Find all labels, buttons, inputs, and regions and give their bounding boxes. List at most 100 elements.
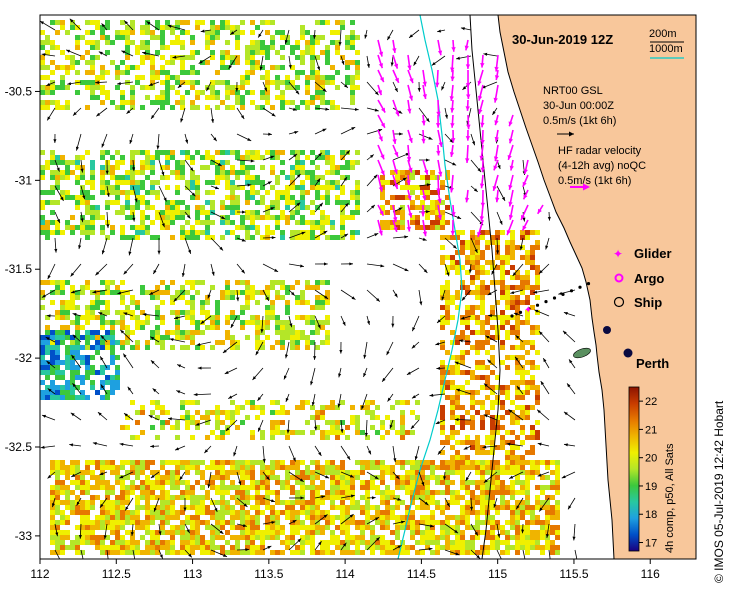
sst-pixel [65, 280, 70, 285]
sst-pixel [95, 345, 100, 350]
model-arrow [262, 107, 276, 117]
sst-pixel [115, 165, 120, 170]
radar-arrow [477, 84, 484, 101]
sst-pixel [305, 155, 310, 160]
model-arrow [436, 366, 446, 370]
sst-pixel [155, 285, 160, 290]
sst-pixel [45, 365, 50, 370]
sst-pixel [480, 280, 485, 285]
sst-pixel [350, 75, 355, 80]
sst-pixel [385, 500, 390, 505]
sst-pixel [225, 215, 230, 220]
sst-pixel [50, 40, 55, 45]
sst-pixel [325, 545, 330, 550]
sst-pixel [500, 550, 505, 555]
sst-pixel [500, 295, 505, 300]
sst-pixel [215, 525, 220, 530]
model-arrow [392, 263, 409, 272]
sst-pixel [360, 495, 365, 500]
sst-pixel [160, 515, 165, 520]
sst-pixel [490, 405, 495, 410]
sst-pixel [485, 240, 490, 245]
sst-pixel [275, 530, 280, 535]
sst-pixel [260, 195, 265, 200]
sst-pixel [540, 535, 545, 540]
radar-arrow [422, 84, 427, 100]
model-arrow [257, 393, 264, 402]
sst-pixel [145, 460, 150, 465]
sst-pixel [110, 60, 115, 65]
sst-pixel [485, 350, 490, 355]
sst-pixel [95, 330, 100, 335]
sst-pixel [335, 85, 340, 90]
sst-pixel [370, 410, 375, 415]
sst-pixel [460, 425, 465, 430]
model-arrow [172, 55, 186, 59]
sst-pixel [285, 540, 290, 545]
sst-pixel [300, 525, 305, 530]
sst-pixel [135, 475, 140, 480]
sst-pixel [380, 495, 385, 500]
sst-pixel [185, 410, 190, 415]
sst-pixel [485, 490, 490, 495]
sst-pixel [270, 465, 275, 470]
sst-pixel [290, 165, 295, 170]
model-arrow [262, 132, 272, 136]
sst-pixel [150, 35, 155, 40]
sst-pixel [305, 530, 310, 535]
sst-pixel [555, 545, 560, 550]
sst-pixel [310, 320, 315, 325]
sst-pixel [195, 520, 200, 525]
model-arrow [92, 442, 108, 447]
sst-pixel [440, 245, 445, 250]
sst-pixel [450, 355, 455, 360]
sst-pixel [470, 440, 475, 445]
sst-pixel [50, 540, 55, 545]
sst-pixel [90, 365, 95, 370]
sst-pixel [60, 335, 65, 340]
sst-pixel [330, 500, 335, 505]
sst-pixel [105, 545, 110, 550]
sst-pixel [440, 430, 445, 435]
sst-pixel [525, 490, 530, 495]
sst-pixel [255, 460, 260, 465]
sst-pixel [335, 170, 340, 175]
sst-pixel [380, 425, 385, 430]
sst-pixel [340, 550, 345, 555]
sst-pixel [315, 410, 320, 415]
sst-pixel [490, 535, 495, 540]
sst-pixel [460, 390, 465, 395]
sst-pixel [290, 345, 295, 350]
sst-pixel [505, 320, 510, 325]
sst-pixel [280, 460, 285, 465]
sst-pixel [525, 310, 530, 315]
sst-pixel [75, 510, 80, 515]
sst-pixel [50, 220, 55, 225]
radar-arrow [377, 204, 385, 216]
model-arrow [288, 315, 293, 328]
sst-pixel [270, 170, 275, 175]
sst-pixel [325, 220, 330, 225]
sst-pixel [75, 335, 80, 340]
sst-pixel [430, 500, 435, 505]
radar-arrow [392, 54, 399, 69]
sst-pixel [325, 515, 330, 520]
model-arrow [411, 315, 420, 332]
sst-pixel [190, 80, 195, 85]
sst-pixel [300, 165, 305, 170]
radar-scale-arrowhead [583, 183, 590, 191]
sst-pixel [190, 545, 195, 550]
radar-arrow [477, 69, 484, 86]
sst-pixel [125, 460, 130, 465]
sst-pixel [205, 220, 210, 225]
sst-pixel [330, 420, 335, 425]
sst-pixel [460, 285, 465, 290]
sst-pixel [225, 460, 230, 465]
sst-pixel [475, 515, 480, 520]
sst-pixel [325, 195, 330, 200]
sst-pixel [385, 550, 390, 555]
model-arrow [236, 210, 246, 214]
sst-pixel [80, 285, 85, 290]
sst-pixel [480, 500, 485, 505]
model-arrow [431, 55, 446, 66]
